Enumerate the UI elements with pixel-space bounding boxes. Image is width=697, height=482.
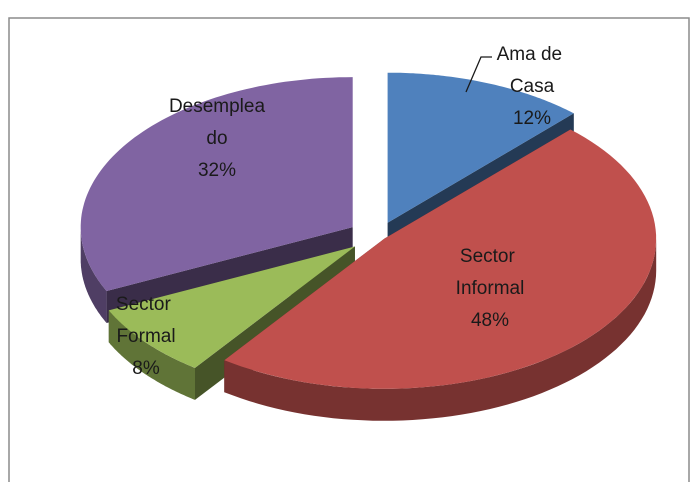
slice-label: Sector Informal [456, 246, 525, 299]
value-label: 12% [513, 108, 551, 129]
value-label: 32% [198, 160, 236, 181]
labels: Ama de Casa 12% Sector Informal 48% Sector F… [116, 44, 567, 379]
label-line: Desemplea [169, 96, 266, 117]
leader-line [465, 56, 492, 93]
slice-label: Desemplea do [169, 96, 266, 149]
slice [224, 129, 657, 389]
slice [387, 72, 574, 223]
label-line: do [206, 128, 227, 149]
label-line: Ama de [497, 44, 568, 65]
label-line: Sector [460, 246, 520, 267]
value-label: 48% [471, 310, 509, 331]
label-line: Casa [510, 76, 555, 97]
slice [108, 246, 355, 368]
chart-border [8, 17, 690, 482]
slice-wall [80, 227, 107, 323]
label-line: Informal [456, 278, 525, 299]
slice-wall [224, 238, 657, 421]
label-line: Sector [116, 294, 176, 315]
value-label: 8% [132, 358, 160, 379]
slice-wall [108, 310, 195, 400]
label-line: Formal [116, 326, 175, 347]
slice-label: Sector Formal [116, 294, 176, 347]
slice-label: Ama de Casa [497, 44, 568, 97]
slice [80, 77, 353, 291]
pie [80, 72, 657, 421]
